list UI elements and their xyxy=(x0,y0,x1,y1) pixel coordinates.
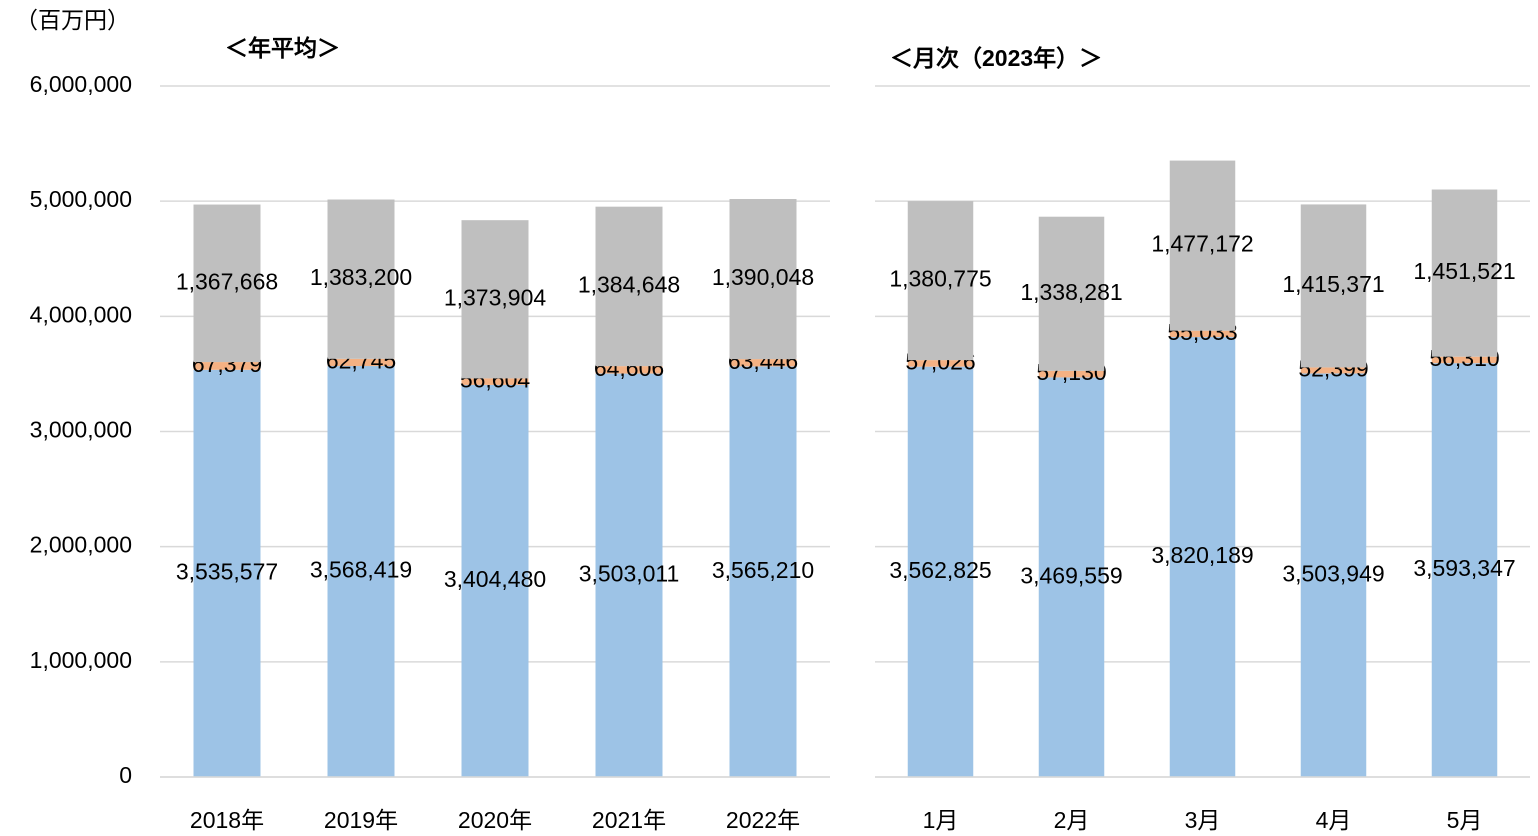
data-label: 3,535,577 xyxy=(176,558,278,584)
bar-segment xyxy=(461,378,529,385)
bar-segment xyxy=(907,360,974,367)
bar-segment xyxy=(461,384,529,777)
data-label: 3,562,825 xyxy=(889,557,991,583)
bar-segment xyxy=(1431,189,1498,357)
data-label: 1,451,521 xyxy=(1413,258,1515,284)
data-label: 3,503,949 xyxy=(1282,560,1384,586)
data-label: 1,338,281 xyxy=(1020,279,1122,305)
bar-segment xyxy=(1038,370,1105,378)
y-tick-label: 1,000,000 xyxy=(30,647,132,673)
y-tick-label: 2,000,000 xyxy=(30,532,132,558)
data-label: 1,373,904 xyxy=(444,284,547,310)
data-label: 1,390,048 xyxy=(712,264,814,290)
y-tick-label: 0 xyxy=(119,762,132,788)
data-label: 1,477,172 xyxy=(1151,231,1253,257)
bar-segment xyxy=(729,199,797,360)
x-tick-label: 4月 xyxy=(1316,807,1352,833)
x-tick-label: 1月 xyxy=(923,807,959,833)
bar-segment xyxy=(327,199,395,359)
bar-segment xyxy=(193,369,261,777)
bar-segment xyxy=(1038,377,1105,777)
data-label: 3,469,559 xyxy=(1020,562,1122,588)
data-label: 1,384,648 xyxy=(578,271,680,297)
x-tick-label: 2月 xyxy=(1054,807,1090,833)
bar-segment xyxy=(1169,160,1236,331)
data-label: 3,568,419 xyxy=(310,557,412,583)
unit-label: （百万円） xyxy=(15,7,130,33)
data-label: 1,415,371 xyxy=(1282,271,1384,297)
bar-segment xyxy=(1431,363,1498,777)
bar-segment xyxy=(1300,367,1367,374)
y-tick-label: 5,000,000 xyxy=(30,186,132,212)
x-tick-label: 5月 xyxy=(1447,807,1483,833)
data-label: 3,820,189 xyxy=(1151,542,1253,568)
y-tick-label: 6,000,000 xyxy=(30,71,132,97)
chart-title: ＜年平均＞ xyxy=(225,35,340,61)
bar-segment xyxy=(595,366,663,374)
x-tick-label: 3月 xyxy=(1185,807,1221,833)
y-tick-label: 4,000,000 xyxy=(30,301,132,327)
bar-segment xyxy=(193,362,261,370)
y-tick-label: 3,000,000 xyxy=(30,417,132,443)
bar-segment xyxy=(595,206,663,367)
bar-segment xyxy=(907,201,974,361)
data-label: 1,383,200 xyxy=(310,264,412,290)
bar-segment xyxy=(907,366,974,777)
bar-segment xyxy=(193,204,261,363)
data-label: 3,565,210 xyxy=(712,557,814,583)
x-tick-label: 2019年 xyxy=(324,807,398,833)
bar-segment xyxy=(729,366,797,777)
bar-segment xyxy=(1169,330,1236,338)
chart-title: ＜月次（2023年）＞ xyxy=(890,45,1102,71)
bar-segment xyxy=(1300,373,1367,777)
x-tick-label: 2021年 xyxy=(592,807,666,833)
data-label: 3,503,011 xyxy=(579,560,680,586)
data-label: 3,404,480 xyxy=(444,566,546,592)
data-label: 3,593,347 xyxy=(1413,555,1515,581)
x-tick-label: 2018年 xyxy=(190,807,264,833)
bar-segment xyxy=(1300,204,1367,368)
x-tick-label: 2020年 xyxy=(458,807,532,833)
x-tick-label: 2022年 xyxy=(726,807,800,833)
bar-segment xyxy=(729,359,797,367)
bar-segment xyxy=(461,220,529,379)
bar-segment xyxy=(1038,216,1105,371)
data-label: 1,367,668 xyxy=(176,268,278,294)
bar-segment xyxy=(1169,337,1236,777)
bar-segment xyxy=(595,373,663,777)
bar-segment xyxy=(1431,356,1498,364)
data-label: 1,380,775 xyxy=(889,266,991,292)
bar-segment xyxy=(327,366,395,777)
bar-segment xyxy=(327,358,395,367)
